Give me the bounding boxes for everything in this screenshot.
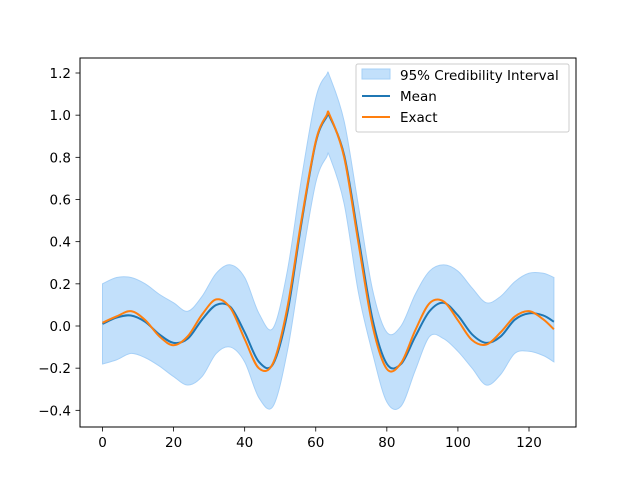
- x-tick-label: 100: [445, 435, 471, 451]
- y-tick-label: 0.6: [50, 193, 71, 209]
- x-tick-label: 40: [236, 435, 253, 451]
- legend: 95% Credibility Interval Mean Exact: [355, 63, 570, 133]
- y-tick-label: 0.8: [50, 150, 71, 166]
- axes-frame: [79, 57, 577, 428]
- y-tick-label: −0.4: [38, 403, 71, 419]
- legend-ci-label: 95% Credibility Interval: [400, 68, 559, 84]
- plot-area: [102, 71, 555, 410]
- y-tick-label: 1.0: [50, 108, 71, 124]
- y-tick-label: 0.0: [50, 319, 71, 335]
- x-tick-label: 80: [378, 435, 395, 451]
- credibility-interval-band: [102, 71, 555, 410]
- legend-ci-swatch: [361, 68, 391, 80]
- exact-line: [102, 110, 555, 373]
- legend-exact-label: Exact: [400, 110, 438, 126]
- y-tick-label: 0.2: [50, 277, 71, 293]
- y-tick-label: 1.2: [50, 66, 71, 82]
- legend-mean-label: Mean: [400, 89, 437, 105]
- x-axis: 0 20 40 60 80 100 120: [98, 427, 542, 451]
- legend-box: [355, 63, 570, 133]
- x-tick-label: 20: [165, 435, 182, 451]
- y-tick-label: 0.4: [50, 235, 71, 251]
- x-tick-label: 0: [98, 435, 107, 451]
- y-tick-label: −0.2: [38, 361, 71, 377]
- y-axis: −0.4 −0.2 0.0 0.2 0.4 0.6 0.8 1.0 1.2: [38, 66, 80, 419]
- x-tick-label: 60: [307, 435, 324, 451]
- x-tick-label: 120: [516, 435, 542, 451]
